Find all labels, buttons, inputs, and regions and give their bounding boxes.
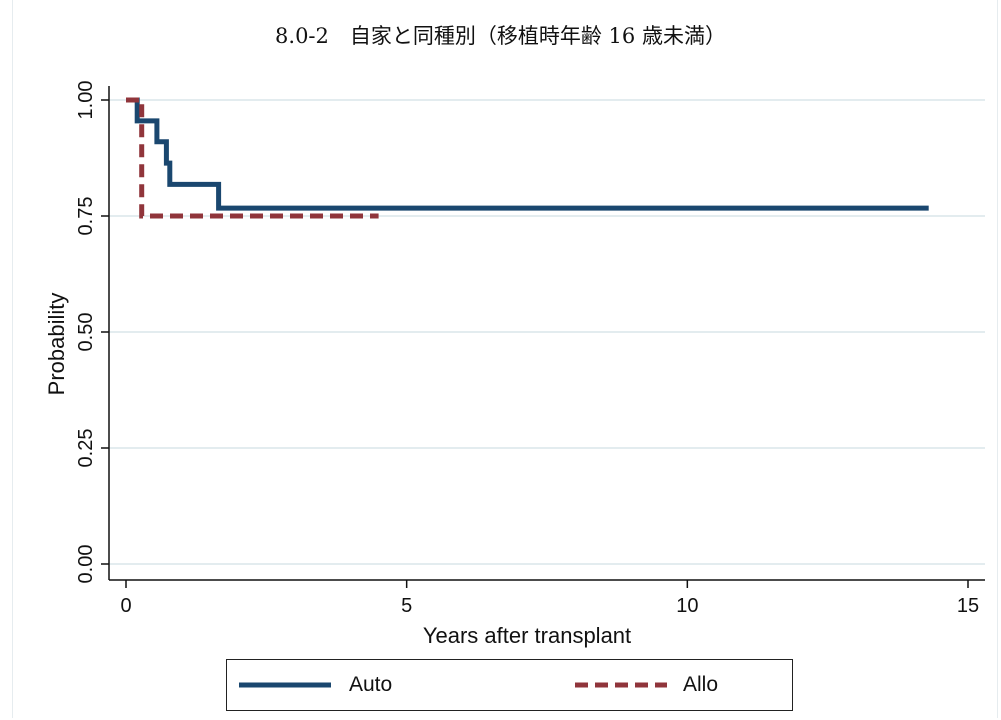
y-tick-label-0: 0.00 xyxy=(75,545,97,584)
y-tick-label-1: 0.25 xyxy=(75,429,97,468)
axes xyxy=(108,86,985,581)
legend-item-auto: Auto xyxy=(237,673,487,697)
grid-lines xyxy=(109,99,985,565)
legend-swatch-allo xyxy=(575,682,667,688)
x-tick-label-0: 0 xyxy=(120,595,131,617)
legend-label-allo: Allo xyxy=(683,673,719,696)
x-axis-title: Years after transplant xyxy=(423,623,631,648)
legend-swatch-auto xyxy=(239,682,331,688)
ticks: 0.00 0.25 0.50 0.75 1.00 0 5 10 15 xyxy=(75,81,979,617)
x-tick-label-3: 15 xyxy=(957,595,979,617)
y-tick-label-4: 1.00 xyxy=(75,81,97,120)
legend: Auto Allo xyxy=(226,659,793,711)
chart-title: 8.0-2 自家と同種別（移植時年齢 16 歳未満） xyxy=(275,24,726,48)
legend-label-auto: Auto xyxy=(349,673,393,696)
x-tick-label-2: 10 xyxy=(676,595,698,617)
legend-item-allo: Allo xyxy=(573,673,773,697)
series-line-allo xyxy=(126,97,379,219)
y-tick-label-3: 0.75 xyxy=(75,197,97,236)
y-tick-label-2: 0.50 xyxy=(75,313,97,352)
series-line-auto xyxy=(126,97,929,211)
x-tick-label-1: 5 xyxy=(401,595,412,617)
graph-region-border xyxy=(12,0,998,718)
y-axis-title: Probability xyxy=(44,293,69,396)
series-lines xyxy=(126,97,929,219)
